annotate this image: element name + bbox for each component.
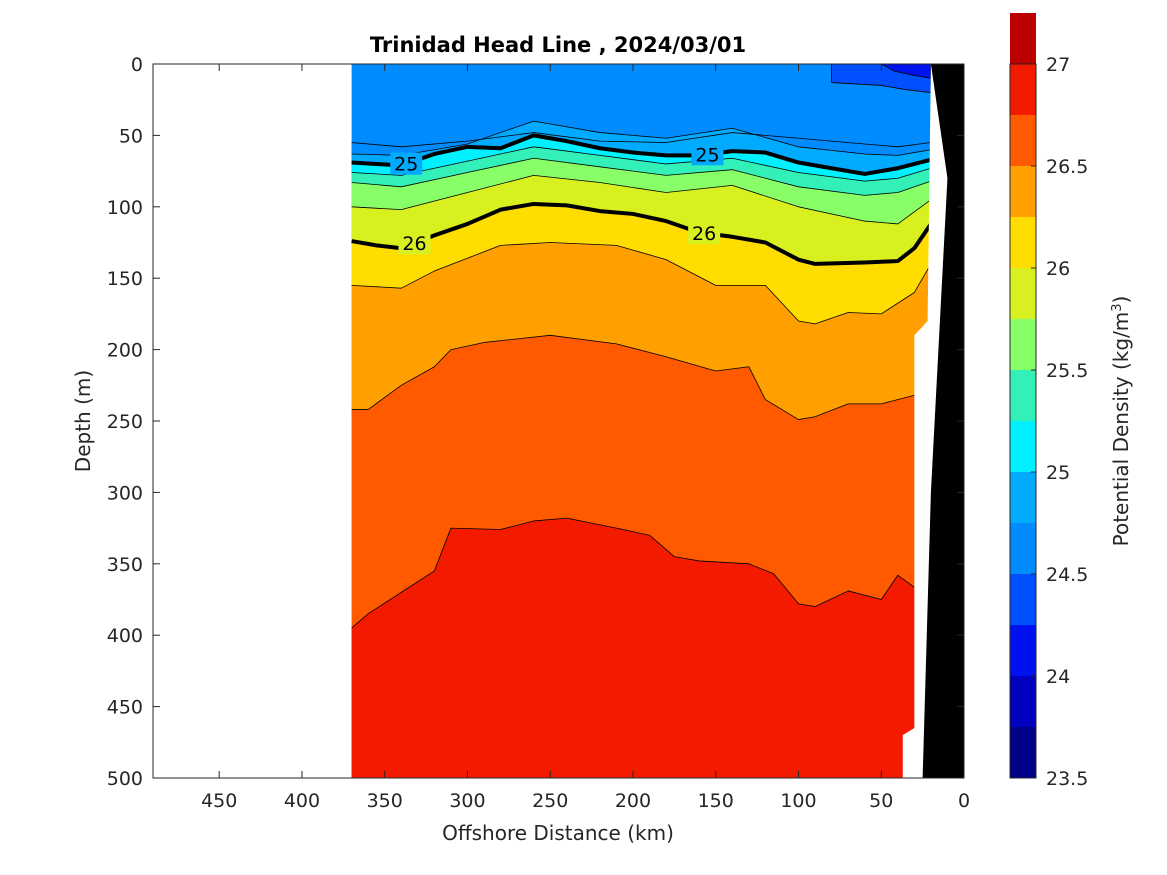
- bathymetry-wedge: [922, 64, 964, 778]
- contour-label-25: 25: [695, 144, 719, 166]
- colorbar-segment: [1010, 676, 1036, 727]
- x-tick-label: 350: [367, 790, 403, 812]
- x-tick-label: 400: [284, 790, 320, 812]
- colorbar-segment: [1010, 523, 1036, 574]
- x-axis-ticks: 450 400 350 300 250 200 150 100 50 0: [201, 64, 970, 812]
- colorbar-segment: [1010, 13, 1036, 64]
- contour-label-25: 25: [394, 154, 418, 176]
- x-tick-label: 450: [201, 790, 237, 812]
- x-tick-label: 50: [869, 790, 893, 812]
- contour-label-26: 26: [692, 223, 716, 245]
- y-tick-label: 300: [107, 482, 143, 504]
- y-tick-label: 100: [107, 197, 143, 219]
- y-tick-label: 200: [107, 340, 143, 362]
- plot-area: 25 25 26 26: [351, 64, 964, 778]
- colorbar-segment: [1010, 115, 1036, 166]
- colorbar-tick-label: 26: [1046, 258, 1070, 280]
- colorbar-tick-label: 25.5: [1046, 360, 1088, 382]
- x-tick-label: 300: [449, 790, 485, 812]
- contour-line-26.75: [351, 517, 932, 629]
- colorbar-tick-label: 27: [1046, 54, 1070, 76]
- colorbar-segment: [1010, 727, 1036, 778]
- contour-line-25.25: [351, 146, 932, 182]
- colorbar-frame: [1009, 63, 1037, 779]
- colorbar-segment: [1010, 64, 1036, 115]
- x-axis-label: Offshore Distance (km): [442, 821, 674, 845]
- y-axis-label: Depth (m): [71, 370, 95, 472]
- contour-label-bg: [398, 232, 431, 255]
- y-tick-label: 400: [107, 625, 143, 647]
- colorbar-segment: [1010, 217, 1036, 268]
- y-tick-label: 0: [131, 54, 143, 76]
- colorbar-segment: [1010, 319, 1036, 370]
- density-band-26.75: [351, 518, 931, 778]
- contour-line-25: [351, 133, 932, 176]
- y-tick-label: 150: [107, 268, 143, 290]
- colorbar-tick-label: 23.5: [1046, 768, 1088, 790]
- x-tick-label: 250: [532, 790, 568, 812]
- contour-line-26.5: [351, 334, 931, 420]
- y-tick-label: 350: [107, 554, 143, 576]
- contour-line-24.75: [351, 120, 931, 156]
- y-tick-label: 50: [119, 125, 143, 147]
- colorbar-segment: [1010, 370, 1036, 421]
- x-tick-label: 0: [958, 790, 970, 812]
- contour-line-26.25: [351, 242, 932, 325]
- contour-line-26: [351, 201, 933, 266]
- colorbar-tick-label: 24: [1046, 666, 1070, 688]
- y-tick-label: 250: [107, 411, 143, 433]
- y-tick-label: 500: [107, 768, 143, 790]
- y-axis-ticks: 0 50 100 150 200 250 300 350 400 450 500: [107, 54, 964, 790]
- colorbar-tick-label: 26.5: [1046, 156, 1088, 178]
- colorbar-segment: [1010, 421, 1036, 472]
- contour-label-26: 26: [402, 233, 426, 255]
- chart-title: Trinidad Head Line , 2024/03/01: [370, 33, 746, 57]
- colorbar-segment: [1010, 268, 1036, 319]
- x-tick-label: 200: [615, 790, 651, 812]
- contour-line-24.5: [351, 132, 931, 148]
- colorbar-segment: [1010, 574, 1036, 625]
- colorbar: 23.5 24 24.5 25 25.5 26 26.5 27: [1009, 13, 1088, 790]
- x-tick-label: 150: [698, 790, 734, 812]
- contour-label-bg: [688, 222, 721, 245]
- colorbar-segment: [1010, 166, 1036, 217]
- x-tick-label: 100: [780, 790, 816, 812]
- y-tick-label: 450: [107, 697, 143, 719]
- colorbar-label: Potential Density (kg/m3): [1109, 296, 1133, 547]
- contour-label-bg: [390, 152, 423, 175]
- colorbar-segment: [1010, 625, 1036, 676]
- contour-line-25.75: [351, 174, 932, 225]
- colorbar-tick-label: 24.5: [1046, 564, 1088, 586]
- colorbar-segment: [1010, 472, 1036, 523]
- contour-line-25.5: [351, 157, 932, 196]
- colorbar-tick-label: 25: [1046, 462, 1070, 484]
- contour-label-bg: [691, 143, 724, 166]
